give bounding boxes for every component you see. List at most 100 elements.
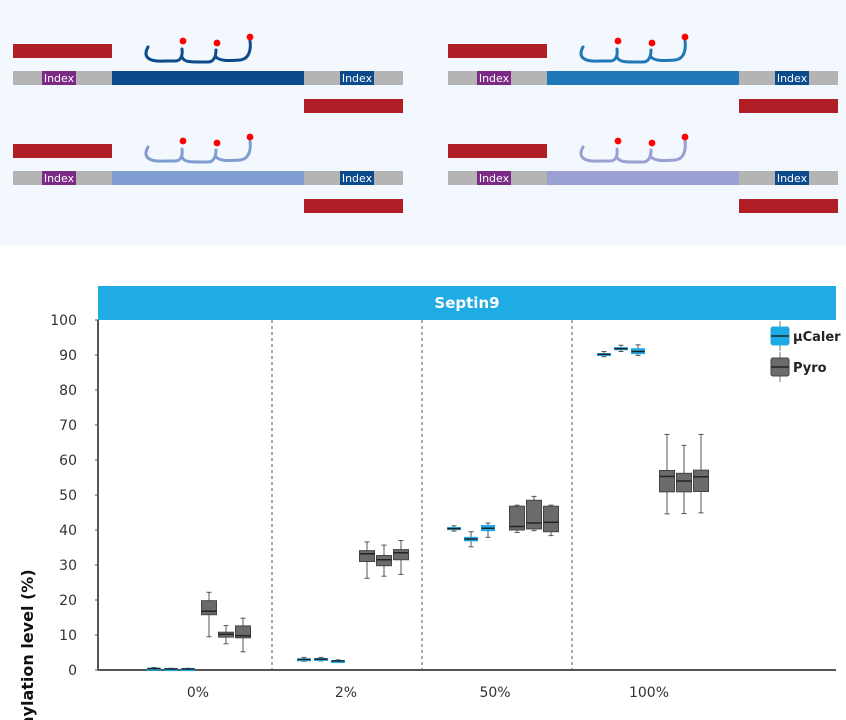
y-tick-label: 100 bbox=[50, 313, 77, 329]
methyl-group-dot bbox=[681, 33, 689, 41]
box-caler bbox=[147, 667, 161, 671]
index-left-block bbox=[477, 171, 511, 185]
x-category-label: 2% bbox=[335, 685, 357, 701]
index-right-block bbox=[775, 71, 809, 85]
methyl-group-dot bbox=[648, 39, 656, 47]
title-banner bbox=[98, 286, 836, 320]
chart-title: Septin9 bbox=[434, 294, 499, 312]
index-left-label: Index bbox=[44, 72, 75, 85]
index-right-block bbox=[775, 171, 809, 185]
reverse-primer-bar bbox=[304, 199, 403, 213]
index-right-block bbox=[340, 71, 374, 85]
box-pyro bbox=[543, 504, 559, 537]
box-pyro bbox=[201, 591, 217, 638]
index-left-block bbox=[477, 71, 511, 85]
box-iqr bbox=[526, 499, 542, 530]
box-caler bbox=[447, 525, 461, 532]
legend-item-caler: µCaler bbox=[770, 321, 841, 351]
forward-primer-bar bbox=[448, 144, 547, 158]
methyl-group-dot bbox=[213, 39, 221, 47]
y-tick-label: 80 bbox=[59, 383, 77, 399]
axes: 0 10 20 30 40 50 60 70 80 90 100 0% 2% 50% 100% bbox=[50, 313, 836, 701]
box-pyro bbox=[693, 433, 709, 514]
box-pyro bbox=[376, 544, 392, 577]
x-category-label: 100% bbox=[629, 685, 669, 701]
methyl-group-dot bbox=[179, 37, 187, 45]
box-pyro bbox=[526, 495, 542, 532]
methyl-group-dot bbox=[614, 37, 622, 45]
y-tick-label: 20 bbox=[59, 593, 77, 609]
y-tick-label: 0 bbox=[68, 663, 77, 679]
box-caler bbox=[597, 351, 611, 358]
library-construct-bottom-left: Index Index bbox=[13, 133, 403, 213]
box-caler bbox=[614, 344, 628, 352]
methyl-group-dot bbox=[648, 139, 656, 147]
insert-bar bbox=[547, 71, 739, 85]
legend: µCaler Pyro bbox=[770, 321, 841, 382]
library-construct-top-left: Index Index bbox=[13, 33, 403, 113]
index-left-label: Index bbox=[44, 172, 75, 185]
library-construct-bottom-right: Index Index bbox=[448, 133, 838, 213]
insert-bar bbox=[547, 171, 739, 185]
box-pyro bbox=[676, 444, 692, 515]
index-right-label: Index bbox=[777, 172, 808, 185]
methyl-group-dot bbox=[681, 133, 689, 141]
box-caler bbox=[464, 531, 478, 548]
methyl-group-dot bbox=[246, 133, 254, 141]
y-tick-label: 90 bbox=[59, 348, 77, 364]
box-pyro bbox=[659, 433, 675, 515]
box-pyro bbox=[509, 504, 525, 533]
box-iqr bbox=[201, 600, 217, 616]
forward-primer-bar bbox=[13, 44, 112, 58]
legend-label: Pyro bbox=[793, 361, 827, 376]
dna-strand-icon bbox=[579, 139, 687, 164]
index-left-label: Index bbox=[479, 172, 510, 185]
box-marks bbox=[147, 344, 709, 672]
x-category-label: 50% bbox=[479, 685, 510, 701]
y-tick-label: 50 bbox=[59, 488, 77, 504]
forward-primer-bar bbox=[448, 44, 547, 58]
methyl-group-dot bbox=[179, 137, 187, 145]
box-caler bbox=[297, 656, 311, 662]
y-axis-title: Observed methylation level (%) bbox=[18, 569, 37, 720]
y-tick-label: 60 bbox=[59, 453, 77, 469]
box-pyro bbox=[218, 625, 234, 645]
dna-strand-icon bbox=[144, 39, 252, 64]
box-iqr bbox=[543, 505, 559, 533]
reverse-primer-bar bbox=[304, 99, 403, 113]
y-tick-label: 10 bbox=[59, 628, 77, 644]
methylation-box-plot: Septin9 Observed methylation level (%) 0… bbox=[18, 286, 841, 720]
box-caler bbox=[181, 667, 195, 672]
box-iqr bbox=[693, 469, 709, 492]
box-caler bbox=[481, 522, 495, 538]
methyl-group-dot bbox=[614, 137, 622, 145]
box-iqr bbox=[376, 555, 392, 567]
box-iqr bbox=[509, 505, 525, 531]
index-left-block bbox=[42, 71, 76, 85]
insert-bar bbox=[112, 71, 304, 85]
box-caler bbox=[331, 659, 345, 664]
index-left-label: Index bbox=[479, 72, 510, 85]
legend-item-pyro: Pyro bbox=[770, 352, 827, 382]
box-pyro bbox=[393, 540, 409, 575]
reverse-primer-bar bbox=[739, 199, 838, 213]
box-pyro bbox=[359, 541, 375, 579]
x-category-label: 0% bbox=[187, 685, 209, 701]
library-structure-diagram: Index Index Index Index Index Index Index Index bbox=[0, 0, 846, 246]
methyl-group-dot bbox=[213, 139, 221, 147]
index-right-label: Index bbox=[342, 172, 373, 185]
index-right-block bbox=[340, 171, 374, 185]
y-tick-label: 70 bbox=[59, 418, 77, 434]
index-right-label: Index bbox=[342, 72, 373, 85]
box-iqr bbox=[235, 625, 251, 639]
box-caler bbox=[631, 344, 645, 356]
index-left-block bbox=[42, 171, 76, 185]
box-caler bbox=[314, 656, 328, 662]
y-tick-label: 40 bbox=[59, 523, 77, 539]
forward-primer-bar bbox=[13, 144, 112, 158]
box-iqr bbox=[393, 549, 409, 561]
dna-strand-icon bbox=[144, 139, 252, 164]
box-iqr bbox=[659, 470, 675, 493]
y-tick-label: 30 bbox=[59, 558, 77, 574]
box-iqr bbox=[359, 550, 375, 562]
